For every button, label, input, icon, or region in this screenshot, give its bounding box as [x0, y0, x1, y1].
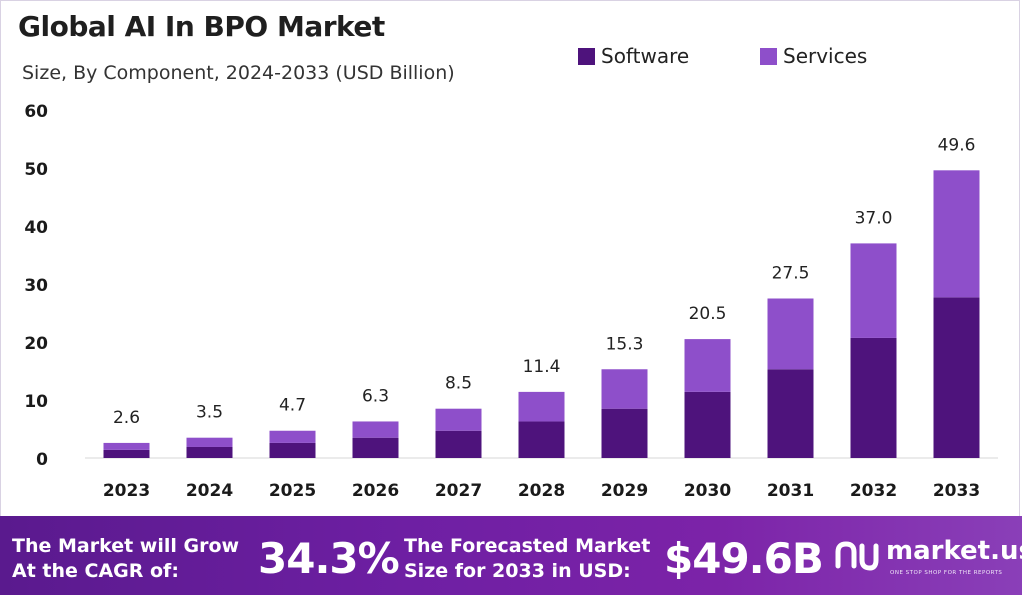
forecast-caption-line1: The Forecasted Market: [404, 535, 651, 557]
forecast-caption-line2: Size for 2033 in USD:: [404, 560, 631, 582]
legend-item-services: Services: [760, 44, 867, 68]
x-tick-label-2032: 2032: [850, 481, 897, 501]
x-tick-label-2029: 2029: [601, 481, 648, 501]
legend-item-software: Software: [578, 44, 689, 68]
data-label-2029: 15.3: [606, 334, 644, 354]
legend-swatch-software: [578, 47, 595, 65]
data-label-2032: 37.0: [855, 208, 893, 228]
x-tick-label-2023: 2023: [103, 481, 150, 501]
bar-services-2029: [601, 369, 648, 409]
bar-services-2024: [186, 437, 233, 447]
bar-services-2027: [435, 408, 482, 431]
x-tick-label-2028: 2028: [518, 481, 565, 501]
bar-software-2024: [186, 446, 233, 458]
forecast-value: $49.6B: [664, 534, 824, 583]
bar-services-2032: [850, 243, 897, 338]
cagr-caption: The Market will Grow At the CAGR of:: [12, 534, 239, 584]
forecast-caption: The Forecasted Market Size for 2033 in U…: [404, 534, 650, 584]
legend-label-services: Services: [783, 44, 868, 68]
bar-software-2032: [850, 337, 897, 458]
data-label-2031: 27.5: [772, 264, 810, 284]
x-tick-label-2030: 2030: [684, 481, 731, 501]
bar-software-2030: [684, 391, 731, 458]
data-label-2023: 2.6: [113, 408, 140, 428]
y-tick-label-60: 60: [24, 102, 48, 122]
chart-subtitle: Size, By Component, 2024-2033 (USD Billi…: [22, 62, 455, 84]
x-tick-label-2025: 2025: [269, 481, 316, 501]
data-label-2027: 8.5: [445, 374, 472, 394]
bar-software-2025: [269, 442, 316, 458]
legend-label-software: Software: [601, 44, 690, 68]
x-tick-label-2026: 2026: [352, 481, 399, 501]
market-us-logo-text: market.us: [886, 536, 1022, 566]
data-label-2026: 6.3: [362, 386, 389, 406]
bar-services-2033: [933, 170, 980, 298]
bar-software-2029: [601, 408, 648, 458]
bar-software-2026: [352, 437, 399, 458]
cagr-caption-line1: The Market will Grow: [12, 535, 240, 557]
cagr-value: 34.3%: [258, 534, 400, 583]
bar-software-2023: [103, 449, 150, 458]
data-label-2033: 49.6: [938, 135, 976, 155]
bar-services-2031: [767, 298, 814, 370]
legend-swatch-services: [760, 47, 777, 65]
bar-software-2028: [518, 421, 565, 458]
data-label-2030: 20.5: [689, 304, 727, 324]
y-tick-label-0: 0: [36, 450, 48, 470]
x-tick-label-2031: 2031: [767, 481, 814, 501]
y-tick-label-30: 30: [24, 276, 48, 296]
data-label-2025: 4.7: [279, 396, 306, 416]
bar-services-2028: [518, 391, 565, 422]
bar-software-2027: [435, 430, 482, 458]
bar-services-2025: [269, 430, 316, 443]
x-tick-label-2033: 2033: [933, 481, 980, 501]
y-tick-label-50: 50: [24, 160, 48, 180]
data-label-2028: 11.4: [523, 357, 561, 377]
cagr-caption-line2: At the CAGR of:: [12, 560, 179, 582]
bar-software-2031: [767, 369, 814, 458]
bar-services-2026: [352, 421, 399, 438]
x-tick-label-2024: 2024: [186, 481, 233, 501]
y-tick-label-40: 40: [24, 218, 48, 238]
data-label-2024: 3.5: [196, 403, 223, 423]
summary-banner: The Market will Grow At the CAGR of: 34.…: [0, 516, 1022, 595]
x-tick-label-2027: 2027: [435, 481, 482, 501]
bar-services-2030: [684, 339, 731, 392]
bar-services-2023: [103, 442, 150, 450]
bar-software-2033: [933, 297, 980, 458]
market-us-logo-icon: [835, 541, 879, 571]
y-tick-label-10: 10: [24, 392, 48, 412]
market-us-logo-tagline: ONE STOP SHOP FOR THE REPORTS: [890, 570, 1003, 576]
chart-title: Global AI In BPO Market: [18, 10, 385, 43]
y-tick-label-20: 20: [24, 334, 48, 354]
bar-chart: 01020304050602.620233.520244.720256.3202…: [24, 102, 998, 501]
